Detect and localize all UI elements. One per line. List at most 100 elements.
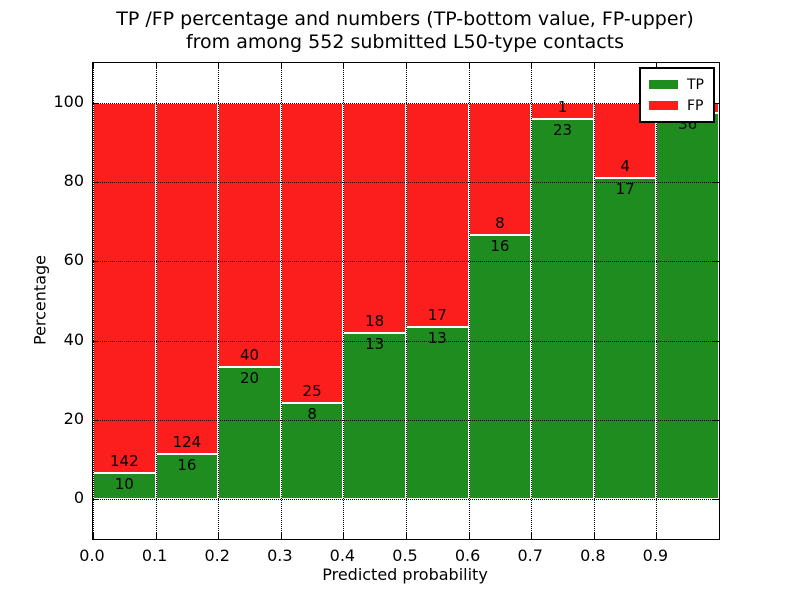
legend-label-fp: FP: [687, 97, 704, 114]
bar-segment-fp: [406, 102, 469, 328]
y-tick-mark: [713, 420, 719, 421]
bar-label-fp: 8: [495, 213, 505, 232]
y-tick-mark: [93, 340, 99, 342]
y-tick-mark: [93, 261, 99, 263]
x-tick-label: 0.4: [329, 546, 356, 565]
bar-label-tp: 23: [552, 121, 573, 140]
legend: TP FP: [639, 67, 715, 123]
v-gridline: [218, 63, 220, 539]
bar-label-fp: 4: [620, 157, 630, 176]
x-tick-mark: [656, 533, 658, 539]
bar-label-tp: 20: [239, 369, 260, 388]
y-tick-label: 60: [63, 250, 84, 270]
bar-segment-tp: [343, 332, 406, 500]
x-tick-mark: [406, 63, 407, 69]
x-tick-mark: [93, 533, 94, 539]
x-tick-label: 0.3: [267, 546, 293, 565]
v-gridline: [531, 63, 533, 539]
legend-item-tp: TP: [649, 74, 704, 95]
x-tick-mark: [593, 533, 595, 539]
bar-label-fp: 25: [302, 382, 322, 401]
y-tick-mark: [93, 182, 99, 183]
x-tick-mark: [280, 533, 282, 539]
bar-segment-fp: [155, 102, 219, 454]
bar-segment-tp: [406, 327, 469, 500]
v-gridline: [593, 63, 595, 539]
bar-label-fp: 17: [427, 306, 447, 325]
x-tick-mark: [531, 533, 533, 539]
y-tick-label: 0: [73, 488, 84, 508]
bar-label-tp: 16: [490, 236, 510, 255]
y-tick-label: 100: [53, 91, 84, 111]
bar-segment-fp: [343, 102, 406, 333]
bar-label-tp: 16: [177, 456, 197, 474]
bar-label-tp: 10: [114, 475, 134, 494]
bar-segment-tp: [656, 113, 719, 500]
y-tick-label: 20: [63, 409, 84, 429]
x-tick-label: 0.1: [141, 546, 168, 565]
bar-label-tp: 17: [615, 180, 635, 199]
bar-label-fp: 18: [365, 311, 385, 330]
chart-title: TP /FP percentage and numbers (TP-bottom…: [92, 8, 718, 54]
x-tick-mark: [218, 533, 220, 539]
bar-segment-tp: [280, 403, 344, 500]
bar-label-tp: 13: [365, 334, 385, 353]
bar-segment-tp: [155, 454, 219, 500]
x-tick-label: 0.5: [392, 546, 418, 565]
x-tick-label: 0.0: [79, 546, 105, 565]
bar-segment-tp: [468, 234, 532, 500]
x-tick-mark: [656, 63, 658, 69]
x-tick-label: 0.2: [204, 546, 230, 565]
legend-item-fp: FP: [649, 95, 704, 116]
x-tick-mark: [343, 63, 345, 69]
tp-swatch-icon: [649, 80, 678, 89]
bar-segment-fp: [218, 102, 281, 368]
y-tick-mark: [713, 261, 719, 263]
x-tick-mark: [280, 63, 282, 69]
legend-label-tp: TP: [687, 76, 704, 93]
bar-label-tp: 8: [307, 405, 317, 424]
v-gridline: [280, 63, 282, 539]
x-tick-mark: [468, 533, 470, 539]
bar-segment-tp: [531, 119, 594, 500]
x-tick-mark: [406, 533, 407, 539]
bar-label-fp: 1: [557, 98, 568, 117]
x-tick-label: 0.8: [580, 546, 606, 565]
bar-label-fp: 124: [172, 433, 202, 451]
x-tick-label: 0.6: [454, 546, 481, 565]
x-axis-label: Predicted probability: [322, 565, 488, 584]
bar-segment-fp: [280, 102, 344, 404]
fp-swatch-icon: [649, 101, 678, 110]
x-tick-mark: [343, 533, 345, 539]
v-gridline: [343, 63, 345, 539]
plot-area: TP FP 10 142 16 124 20 40 8 25 13 18 13 17 16 8 23 1 17 4…: [92, 62, 720, 540]
bar-label-tp: 13: [427, 329, 447, 348]
v-gridline: [155, 63, 157, 539]
y-tick-mark: [713, 102, 719, 104]
bar-label-fp: 40: [239, 346, 260, 365]
y-tick-mark: [713, 182, 719, 183]
x-tick-mark: [218, 63, 220, 69]
chart-title-line1: TP /FP percentage and numbers (TP-bottom…: [116, 8, 694, 30]
x-tick-mark: [531, 63, 533, 69]
y-tick-mark: [93, 102, 99, 104]
y-tick-mark: [713, 499, 719, 501]
y-tick-mark: [713, 340, 719, 342]
x-tick-mark: [155, 533, 157, 539]
x-tick-mark: [468, 63, 470, 69]
bar-segment-tp: [593, 178, 657, 500]
x-tick-mark: [93, 63, 94, 69]
chart-title-line2: from among 552 submitted L50-type contac…: [185, 31, 625, 53]
v-gridline: [93, 63, 94, 539]
bar-segment-tp: [93, 473, 156, 500]
y-tick-mark: [93, 499, 99, 501]
v-gridline: [468, 63, 470, 539]
bar-segment-fp: [93, 102, 156, 474]
y-tick-label: 80: [63, 171, 84, 191]
x-tick-label: 0.7: [517, 546, 543, 565]
y-tick-label: 40: [63, 329, 84, 349]
x-tick-label: 0.9: [642, 546, 669, 565]
v-gridline: [656, 63, 658, 539]
x-tick-mark: [593, 63, 595, 69]
